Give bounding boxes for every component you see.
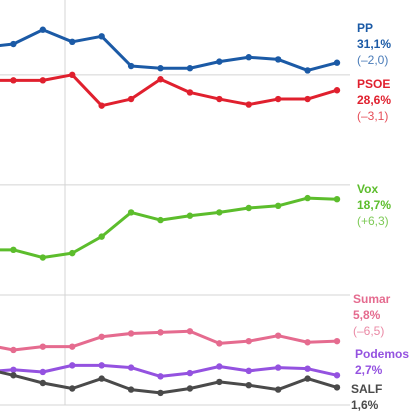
point	[127, 386, 135, 393]
point	[333, 195, 341, 203]
point	[157, 76, 164, 83]
point	[39, 77, 47, 84]
point	[304, 67, 311, 74]
change-label: (–2,0)	[357, 53, 388, 67]
point	[127, 209, 135, 216]
value-label: 28,6%	[357, 93, 391, 107]
value-label: 31,1%	[357, 37, 391, 51]
point	[98, 362, 105, 369]
point	[157, 65, 164, 72]
point	[186, 65, 194, 72]
point	[69, 249, 76, 257]
point	[216, 95, 223, 103]
point	[245, 54, 252, 61]
point	[304, 375, 311, 382]
point	[186, 89, 194, 96]
point	[98, 375, 105, 382]
point	[69, 362, 76, 369]
point	[10, 40, 17, 48]
point	[245, 101, 252, 108]
point	[333, 87, 341, 94]
point	[98, 333, 105, 340]
point	[10, 246, 17, 254]
point	[69, 343, 76, 350]
point	[304, 95, 311, 103]
point	[157, 216, 164, 224]
legend-name: Vox	[357, 182, 378, 196]
series-line	[0, 196, 338, 260]
point	[245, 381, 252, 389]
point	[245, 204, 252, 212]
point	[274, 364, 282, 371]
point	[274, 95, 282, 103]
point	[98, 33, 105, 40]
point	[274, 332, 282, 339]
point	[39, 368, 47, 376]
point	[39, 26, 47, 33]
point	[274, 202, 282, 210]
point	[333, 337, 341, 345]
legend-name: Sumar	[353, 292, 391, 306]
point	[216, 378, 223, 386]
point	[39, 379, 47, 387]
point	[186, 385, 194, 392]
point	[127, 95, 135, 103]
point	[127, 364, 135, 371]
point	[304, 339, 311, 346]
point	[304, 365, 311, 372]
point	[69, 385, 76, 392]
value-label: 1,6%	[351, 398, 379, 412]
point	[186, 328, 194, 335]
point	[127, 62, 135, 70]
point	[333, 59, 341, 66]
change-label: (+6,3)	[357, 214, 389, 228]
point	[10, 346, 17, 354]
legend-name: Podemos	[355, 347, 409, 361]
point	[274, 386, 282, 393]
point	[10, 77, 17, 84]
point	[186, 369, 194, 377]
point	[69, 38, 76, 46]
point	[157, 389, 164, 397]
legend-name: PSOE	[357, 77, 390, 91]
point	[98, 102, 105, 109]
point	[216, 340, 223, 347]
value-label: 18,7%	[357, 198, 391, 212]
point	[98, 233, 105, 240]
point	[10, 366, 17, 373]
value-label: 2,7%	[355, 363, 383, 377]
point	[157, 329, 164, 336]
legend-name: PP	[357, 21, 373, 35]
change-label: (–3,1)	[357, 109, 388, 123]
point	[216, 363, 223, 370]
point	[10, 372, 17, 379]
point	[274, 56, 282, 63]
point	[186, 212, 194, 219]
point	[245, 337, 252, 345]
point	[245, 367, 252, 375]
point	[333, 372, 341, 379]
series-line	[0, 329, 338, 352]
point	[157, 373, 164, 380]
point	[69, 71, 76, 79]
point	[333, 384, 341, 391]
series-line	[0, 363, 338, 378]
point	[127, 330, 135, 337]
change-label: (–6,5)	[353, 324, 384, 338]
series-line	[0, 370, 338, 395]
point	[39, 254, 47, 261]
point	[304, 194, 311, 202]
legend-name: SALF	[351, 382, 382, 396]
value-label: 5,8%	[353, 308, 381, 322]
point	[216, 58, 223, 65]
point	[39, 343, 47, 350]
series-line	[0, 73, 338, 108]
series-line	[0, 28, 338, 72]
point	[216, 209, 223, 216]
